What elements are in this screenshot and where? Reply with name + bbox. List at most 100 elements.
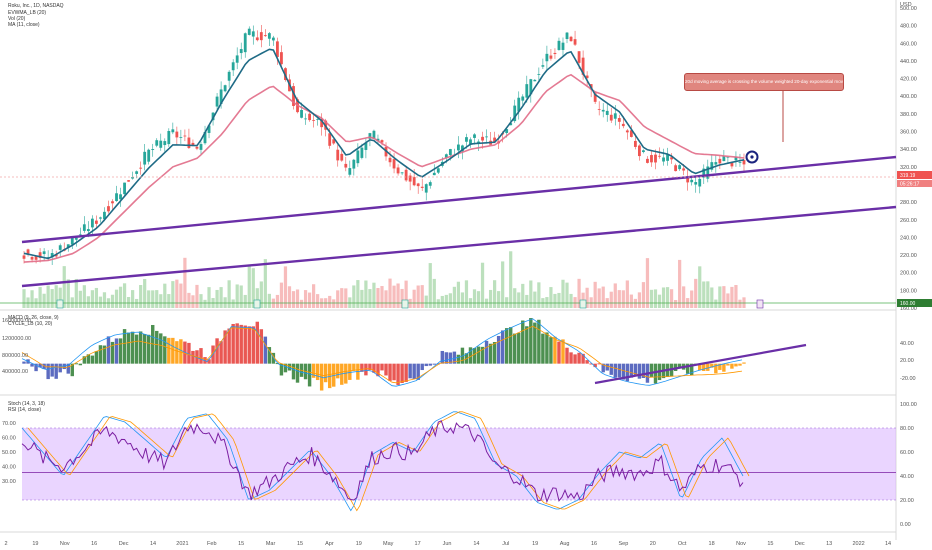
macd-trendline (594, 343, 807, 385)
macd-histogram-bar (22, 361, 26, 364)
macd-histogram-bar (448, 352, 453, 364)
macd-histogram-bar (673, 363, 678, 372)
macd-histogram-bar (400, 363, 404, 384)
macd-histogram-bar (151, 324, 155, 364)
volume-bar (46, 285, 50, 308)
volume-bar (239, 285, 243, 308)
price-tick-label: 440.00 (900, 59, 917, 65)
candle-body (416, 183, 420, 187)
volume-bar (452, 286, 456, 308)
price-tick-label: 260.00 (900, 218, 917, 224)
candle-body (545, 53, 549, 62)
candle-body (179, 137, 183, 138)
volume-bar (726, 293, 730, 308)
macd-histogram-bar (114, 338, 119, 364)
macd-histogram-bar (146, 334, 151, 364)
macd-histogram-bar (207, 359, 211, 364)
macd-left-tick: 1600000.00 (2, 318, 31, 324)
volume-bar (299, 299, 304, 308)
candle-body (139, 167, 143, 169)
stoch-right-tick: 20.00 (900, 498, 914, 504)
candle-body (557, 40, 561, 50)
macd-histogram-bar (416, 363, 420, 380)
date-tick-label: 18 (709, 541, 715, 547)
macd-histogram-bar (569, 352, 573, 364)
candle-body (609, 114, 613, 121)
stoch-d-line (27, 411, 750, 512)
ma-line (23, 73, 745, 263)
candle-body (633, 140, 637, 147)
macd-histogram-bar (243, 325, 247, 364)
volume-bar (90, 290, 94, 308)
volume-bar (312, 284, 316, 308)
volume-bar (227, 280, 231, 308)
stoch-right-tick: 100.00 (900, 402, 917, 408)
candle-body (259, 32, 263, 41)
macd-histogram-bar (259, 329, 264, 364)
candle-body (348, 168, 352, 175)
macd-histogram-bar (396, 363, 400, 385)
candle-body (143, 151, 147, 165)
candle-body (147, 149, 151, 162)
macd-histogram-bar (738, 363, 742, 366)
volume-bar (597, 288, 601, 308)
chart-title: Roku, Inc., 1D, NASDAQ (8, 3, 64, 9)
candle-body (638, 145, 641, 157)
volume-bar (291, 291, 296, 308)
volume-bar (561, 279, 565, 308)
price-tick-label: 400.00 (900, 94, 917, 100)
volume-bar (476, 291, 481, 308)
volume-tag-label: 160.00 (900, 301, 916, 307)
macd-histogram-bar (384, 363, 388, 376)
candle-body (312, 119, 316, 121)
candle-body (718, 158, 722, 164)
volume-bar (259, 281, 263, 308)
volume-bar (195, 284, 199, 308)
candle-body (436, 168, 440, 173)
volume-bar (694, 278, 698, 308)
volume-bar (287, 286, 292, 308)
candle-body (605, 110, 609, 115)
candle-body (485, 136, 488, 138)
date-tick-label: Feb (207, 541, 216, 547)
candle-body (235, 55, 239, 63)
macd-histogram-bar (553, 336, 557, 364)
volume-bar (577, 278, 581, 308)
candle-body (203, 131, 207, 144)
candle-body (316, 118, 320, 120)
candle-body (537, 74, 541, 75)
volume-bar (674, 299, 678, 308)
date-tick-label: Aug (560, 541, 570, 547)
candle-body (34, 255, 38, 260)
signal-marker (579, 299, 587, 309)
price-tick-label: 380.00 (900, 112, 917, 118)
volume-bar (175, 279, 179, 308)
volume-bar (147, 290, 151, 308)
macd-left-tick: 400000.00 (2, 369, 28, 375)
volume-bar (714, 299, 718, 308)
candle-body (219, 89, 223, 104)
volume-bar (38, 287, 42, 308)
volume-bar (255, 288, 259, 308)
candle-body (163, 141, 167, 146)
volume-bar (432, 278, 436, 308)
macd-histogram-bar (440, 350, 445, 364)
volume-bar (730, 286, 734, 308)
macd-histogram-bar (360, 363, 364, 372)
volume-bar (392, 285, 396, 308)
macd-histogram-bar (376, 363, 380, 377)
price-currency-label: USD (900, 2, 912, 8)
candle-body (267, 33, 271, 39)
candle-body (646, 158, 649, 163)
volume-bar (102, 292, 107, 308)
macd-histogram-bar (529, 318, 533, 364)
macd-histogram-bar (70, 363, 74, 377)
macd-histogram-bar (677, 363, 682, 369)
volume-bar (440, 295, 444, 308)
price-tick-label: 500.00 (900, 6, 917, 12)
candle-body (159, 140, 163, 148)
volume-bar (509, 251, 513, 308)
macd-histogram-bar (412, 363, 416, 379)
chart-annotation[interactable]: 20d moving average is crossing the volum… (684, 73, 844, 91)
